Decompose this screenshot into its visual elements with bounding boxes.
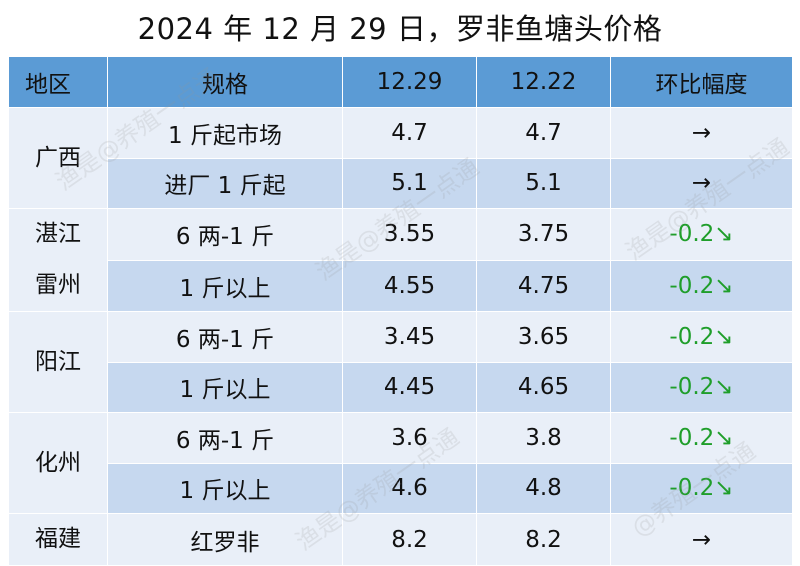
change-cell: →	[610, 513, 793, 566]
region-cell: 化州	[8, 412, 108, 514]
header-spec: 规格	[107, 56, 343, 108]
header-change: 环比幅度	[610, 56, 793, 108]
previous-price-cell: 5.1	[476, 157, 611, 209]
table-row: 1 斤以上 4.55 4.75 -0.2↘	[9, 259, 793, 312]
current-price-cell: 3.6	[342, 412, 477, 464]
header-previous-date: 12.22	[476, 56, 611, 108]
spec-cell: 6 两-1 斤	[107, 311, 343, 363]
spec-cell: 1 斤以上	[107, 361, 343, 413]
spec-cell: 红罗非	[107, 513, 343, 566]
change-cell: -0.2↘	[610, 259, 793, 312]
region-label: 阳江	[35, 348, 81, 375]
table-row: 广西 1 斤起市场 4.7 4.7 →	[8, 107, 793, 209]
previous-price-cell: 3.8	[476, 412, 611, 464]
current-price-cell: 3.55	[342, 208, 477, 261]
change-cell: -0.2↘	[610, 412, 793, 464]
spec-cell: 6 两-1 斤	[107, 208, 343, 261]
current-price-cell: 8.2	[342, 513, 477, 566]
change-cell: →	[610, 157, 793, 209]
region-label: 湛江	[35, 221, 81, 247]
previous-price-cell: 4.65	[476, 361, 611, 413]
spec-cell: 6 两-1 斤	[107, 412, 343, 464]
previous-price-cell: 4.75	[476, 259, 611, 312]
table-header-row: 地区 规格 12.29 12.22 环比幅度	[8, 56, 793, 108]
previous-price-cell: 8.2	[476, 513, 611, 566]
table-row: 湛江 雷州 6 两-1 斤 3.55 3.75 -0.2↘	[8, 208, 793, 312]
table-row: 进厂 1 斤起 5.1 5.1 →	[9, 157, 793, 209]
previous-price-cell: 4.7	[476, 107, 611, 159]
table-row: 1 斤以上 4.6 4.8 -0.2↘	[9, 462, 793, 514]
region-cell: 阳江	[8, 311, 108, 413]
region-label: 福建	[35, 526, 81, 552]
table-row: 化州 6 两-1 斤 3.6 3.8 -0.2↘	[8, 412, 793, 514]
change-cell: →	[610, 107, 793, 159]
previous-price-cell: 3.75	[476, 208, 611, 261]
change-cell: -0.2↘	[610, 462, 793, 514]
price-table: 地区 规格 12.29 12.22 环比幅度 广西 1 斤起市场 4.7 4.7…	[8, 56, 793, 566]
current-price-cell: 4.45	[342, 361, 477, 413]
change-cell: -0.2↘	[610, 311, 793, 363]
region-label: 雷州	[35, 272, 81, 298]
current-price-cell: 4.7	[342, 107, 477, 159]
change-cell: -0.2↘	[610, 361, 793, 413]
table-row: 福建 红罗非 8.2 8.2 →	[8, 513, 793, 566]
region-cell: 福建	[8, 513, 108, 566]
region-label: 化州	[35, 449, 81, 476]
spec-cell: 进厂 1 斤起	[107, 157, 343, 209]
region-cell: 湛江 雷州	[8, 208, 108, 312]
current-price-cell: 3.45	[342, 311, 477, 363]
current-price-cell: 5.1	[342, 157, 477, 209]
previous-price-cell: 3.65	[476, 311, 611, 363]
spec-cell: 1 斤以上	[107, 462, 343, 514]
spec-cell: 1 斤起市场	[107, 107, 343, 159]
header-current-date: 12.29	[342, 56, 477, 108]
region-label: 广西	[35, 144, 81, 171]
region-cell: 广西	[8, 107, 108, 209]
header-region: 地区	[8, 56, 108, 108]
change-cell: -0.2↘	[610, 208, 793, 261]
previous-price-cell: 4.8	[476, 462, 611, 514]
current-price-cell: 4.6	[342, 462, 477, 514]
spec-cell: 1 斤以上	[107, 259, 343, 312]
page-title: 2024 年 12 月 29 日，罗非鱼塘头价格	[137, 12, 663, 46]
table-row: 1 斤以上 4.45 4.65 -0.2↘	[9, 361, 793, 413]
table-row: 阳江 6 两-1 斤 3.45 3.65 -0.2↘	[8, 311, 793, 413]
current-price-cell: 4.55	[342, 259, 477, 312]
